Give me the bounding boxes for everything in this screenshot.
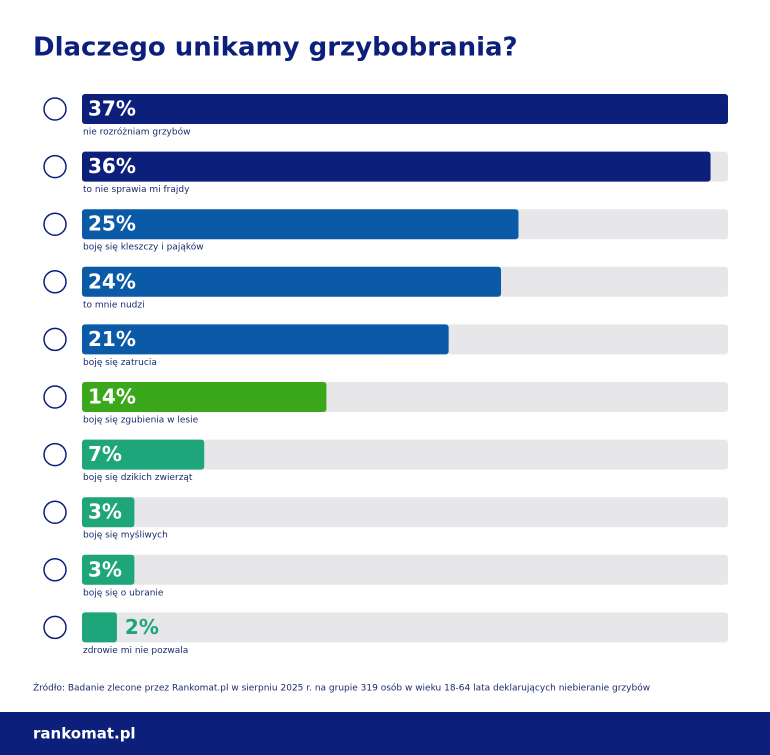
bar-track: [82, 497, 728, 528]
value-label: 25%: [88, 212, 136, 236]
bar: [82, 209, 519, 240]
category-label: boję się kleszczy i pająków: [83, 242, 204, 253]
value-label: 37%: [88, 97, 136, 121]
category-label: boję się zatrucia: [83, 358, 157, 368]
row-icon: [43, 97, 67, 121]
row-icon: [43, 442, 67, 467]
value-label: 3%: [88, 500, 122, 524]
category-label: to mnie nudzi: [83, 300, 145, 310]
row-icon: [43, 154, 67, 179]
footer-band: [0, 712, 770, 755]
value-label: 2%: [125, 615, 159, 639]
chart-title: Dlaczego unikamy grzybobrania?: [33, 33, 518, 63]
row-icon: [43, 270, 67, 294]
row-icon: [43, 558, 67, 582]
row-icon: [43, 327, 67, 352]
category-label: boję się o ubranie: [83, 588, 164, 598]
category-label: to nie sprawia mi frajdy: [83, 185, 190, 195]
row-icon: [43, 385, 67, 409]
value-label: 36%: [88, 154, 136, 178]
row-icon: [43, 212, 67, 236]
source-note: Źródło: Badanie zlecone przez Rankomat.p…: [33, 682, 650, 694]
category-label: boję się dzikich zwierząt: [83, 473, 193, 483]
value-label: 14%: [88, 385, 136, 409]
value-label: 24%: [88, 269, 136, 293]
value-label: 7%: [88, 442, 122, 466]
bar: [82, 439, 205, 470]
bar: [82, 324, 449, 355]
category-label: boję się zgubienia w lesie: [83, 416, 199, 426]
category-label: nie rozróżniam grzybów: [83, 127, 190, 138]
bar: [82, 554, 135, 585]
bar-track: [82, 612, 728, 643]
bar: [82, 382, 327, 412]
bar-track: [82, 439, 728, 470]
row-icon: [43, 500, 67, 524]
category-label: boję się myśliwych: [83, 530, 168, 541]
bar: [82, 151, 711, 182]
bar: [82, 612, 117, 643]
value-label: 21%: [88, 327, 136, 351]
row-icon: [43, 615, 67, 640]
bar-track: [82, 554, 728, 585]
bar: [82, 266, 502, 297]
bar: [82, 497, 135, 528]
value-label: 3%: [88, 557, 122, 581]
bar: [82, 94, 728, 124]
brand: rankomat.pl: [33, 725, 136, 743]
category-label: zdrowie mi nie pozwala: [83, 646, 188, 656]
